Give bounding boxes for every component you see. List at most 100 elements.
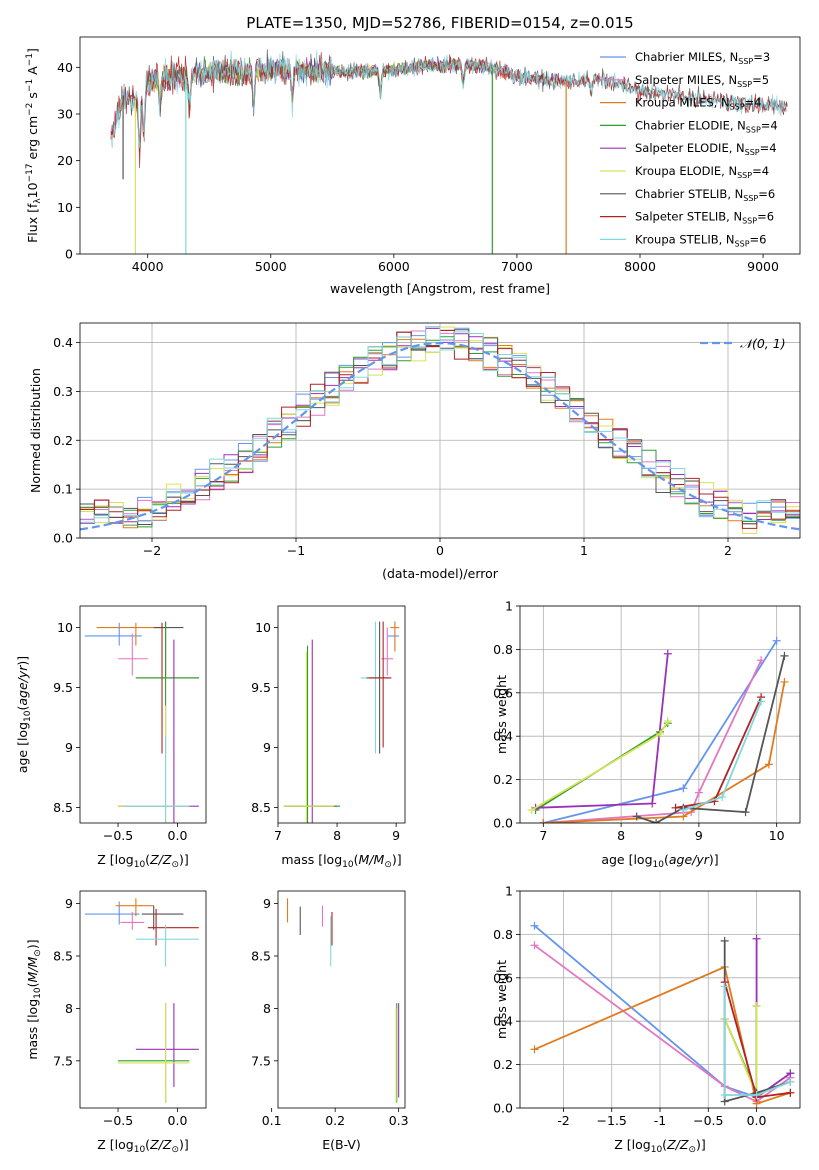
series-kroupa_elodie bbox=[527, 717, 672, 814]
residuals-xlabel: (data-model)/error bbox=[382, 566, 499, 581]
point-chabrier_elodie bbox=[118, 1003, 190, 1103]
series-chabrier_elodie bbox=[720, 1002, 761, 1097]
series-salpeter_elodie bbox=[752, 934, 795, 1102]
spectrum-ylabel: Flux [fλ10−17 erg cm−2 s−1 A−1] bbox=[25, 48, 43, 243]
y-tick-label: 9 bbox=[65, 740, 73, 755]
series-line bbox=[723, 986, 791, 1096]
point-salpeter_stelib bbox=[135, 622, 199, 754]
xlabel: Z [log10(Z/Z⊙)] bbox=[97, 852, 189, 870]
mass_vs_ebv-axes: 0.1 0.2 0.3 7.5 8 8.5 9 E(B-V) bbox=[251, 890, 409, 1152]
series-marker bbox=[752, 1002, 761, 1011]
axes-frame bbox=[79, 36, 801, 255]
point-chabrier_miles bbox=[84, 901, 140, 925]
y-tick-label: 9 bbox=[65, 896, 73, 911]
age_vs_mass-marks bbox=[283, 621, 400, 823]
series-kroupa_elodie bbox=[720, 1002, 761, 1099]
series-line bbox=[533, 944, 791, 1103]
y-tick-label: 9 bbox=[263, 740, 271, 755]
y-tick-label: 40 bbox=[57, 60, 73, 75]
normal-curve bbox=[80, 341, 800, 531]
series-marker bbox=[527, 805, 536, 814]
series-marker bbox=[757, 656, 766, 665]
mass_vs_Z-axes: −0.5 0.0 7.5 8 8.5 9 Z [log10(Z/Z⊙)] mass [log1… bbox=[25, 890, 207, 1155]
x-tick-label: 1 bbox=[580, 543, 588, 558]
y-tick-label: 0.2 bbox=[493, 772, 513, 787]
xlabel: E(B-V) bbox=[322, 1137, 361, 1152]
y-tick-label: 0.3 bbox=[53, 384, 73, 399]
axes-frame bbox=[79, 322, 801, 539]
point-kroupa_stelib bbox=[123, 735, 190, 823]
y-tick-label: 10 bbox=[57, 200, 73, 215]
x-tick-label: −1.5 bbox=[597, 1113, 627, 1128]
series-kroupa_miles bbox=[530, 962, 795, 1108]
axes-frame bbox=[519, 605, 801, 824]
point-chabrier_stelib bbox=[153, 621, 184, 676]
x-tick-label: 8 bbox=[333, 828, 341, 843]
residuals-axes: −2 −1 0 1 2 0.0 0.1 0.2 0.3 0.4 (data-model)/error… bbox=[28, 322, 801, 581]
x-tick-label: −0.5 bbox=[693, 1113, 723, 1128]
legend-entry: Kroupa MILES, NSSP=4 bbox=[635, 96, 761, 112]
axes-frame bbox=[277, 605, 406, 824]
point-kroupa_elodie bbox=[283, 651, 335, 823]
ylabel: mass [log10(M/M⊙)] bbox=[25, 939, 43, 1059]
series-line bbox=[535, 653, 669, 809]
x-tick-label: 7000 bbox=[501, 259, 533, 274]
series-marker bbox=[752, 934, 761, 943]
series-line bbox=[534, 965, 791, 1105]
y-tick-label: 30 bbox=[57, 107, 73, 122]
xlabel: Z [log10(Z/Z⊙)] bbox=[97, 1137, 189, 1155]
legend-entry: Salpeter ELODIE, NSSP=4 bbox=[635, 141, 777, 157]
series-marker bbox=[539, 819, 548, 823]
x-tick-label: −0.5 bbox=[103, 828, 133, 843]
series-salpeter_miles bbox=[530, 941, 795, 1106]
y-tick-label: 0.2 bbox=[493, 1057, 513, 1072]
series-salpeter_elodie bbox=[531, 649, 672, 812]
y-tick-label: 0.4 bbox=[493, 1014, 513, 1029]
weight_vs_age-marks bbox=[527, 636, 789, 823]
axes-frame bbox=[79, 605, 207, 824]
series-line bbox=[543, 659, 762, 823]
mass_vs_ebv-marks bbox=[286, 898, 400, 1103]
series-chabrier_elodie bbox=[531, 719, 672, 814]
spectrum-xlabel: wavelength [Angstrom, rest frame] bbox=[330, 281, 550, 296]
series-marker bbox=[652, 819, 661, 823]
age_vs_Z-axes: −0.5 0.0 8.5 9 9.5 10 Z [log10(Z/Z⊙)] age [log1… bbox=[15, 605, 207, 870]
point-chabrier_elodie bbox=[135, 622, 199, 754]
series-line bbox=[533, 925, 791, 1099]
ylabel: mass weight bbox=[494, 675, 509, 754]
point-kroupa_elodie bbox=[118, 705, 190, 823]
y-tick-label: 0.0 bbox=[493, 1101, 513, 1116]
series-marker bbox=[671, 803, 680, 812]
series-marker bbox=[786, 1077, 795, 1086]
spectrum-legend: Chabrier MILES, NSSP=3 Salpeter MILES, NS… bbox=[600, 50, 778, 248]
series-marker bbox=[530, 921, 539, 930]
point-salpeter_elodie bbox=[135, 1003, 199, 1088]
x-tick-label: 5000 bbox=[255, 259, 287, 274]
series-marker bbox=[663, 717, 672, 726]
point-chabrier_miles bbox=[84, 622, 142, 646]
series-marker bbox=[694, 788, 703, 797]
y-tick-label: 0.8 bbox=[493, 642, 513, 657]
series-marker bbox=[718, 792, 727, 801]
x-tick-label: 7 bbox=[274, 828, 282, 843]
spectrum-axes: 4000 5000 6000 7000 8000 9000 0 10 20 30 40 wavelen… bbox=[25, 36, 801, 296]
y-tick-label: 1 bbox=[505, 599, 513, 614]
y-tick-label: 10 bbox=[255, 620, 271, 635]
y-tick-label: 0.8 bbox=[493, 927, 513, 942]
series-marker bbox=[720, 936, 729, 945]
y-tick-label: 1 bbox=[505, 884, 513, 899]
x-tick-label: −0.5 bbox=[103, 1113, 133, 1128]
series-kroupa_miles bbox=[539, 677, 789, 823]
ylabel: age [log10(age/yr)] bbox=[15, 656, 33, 773]
series-marker bbox=[632, 812, 641, 821]
series-marker bbox=[764, 760, 773, 769]
xlabel: age [log10(age/yr)] bbox=[601, 852, 718, 870]
series-line bbox=[755, 938, 791, 1099]
series-chabrier_miles bbox=[530, 921, 795, 1102]
xlabel: Z [log10(Z/Z⊙)] bbox=[614, 1137, 706, 1155]
figure-title: PLATE=1350, MJD=52786, FIBERID=0154, z=0… bbox=[246, 14, 633, 32]
point-kroupa_miles bbox=[96, 622, 166, 646]
series-marker bbox=[786, 1088, 795, 1097]
series-marker bbox=[530, 941, 539, 950]
